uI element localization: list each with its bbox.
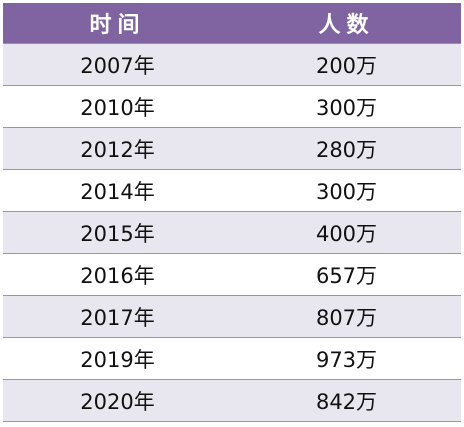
count-cell: 973万	[315, 347, 378, 372]
count-cell: 842万	[315, 389, 378, 414]
table-row: 2017年 807万	[3, 295, 461, 337]
year-cell: 2010年	[80, 95, 155, 120]
table-row: 2019年 973万	[3, 337, 461, 379]
year-cell: 2014年	[80, 179, 155, 204]
count-cell: 200万	[315, 53, 378, 78]
year-cell: 2020年	[80, 389, 155, 414]
year-cell: 2016年	[80, 263, 155, 288]
header-time: 时间	[89, 13, 146, 38]
year-cell: 2019年	[80, 347, 155, 372]
table-row: 2016年 657万	[3, 253, 461, 295]
year-cell: 2017年	[80, 305, 155, 330]
count-cell: 280万	[315, 137, 378, 162]
year-cell: 2012年	[80, 137, 155, 162]
table-row: 2015年 400万	[3, 211, 461, 253]
year-cell: 2015年	[80, 221, 155, 246]
count-cell: 400万	[315, 221, 378, 246]
header-count: 人数	[318, 13, 375, 38]
table-header-row: 时间 人数	[3, 3, 461, 43]
year-cell: 2007年	[80, 53, 155, 78]
count-cell: 657万	[315, 263, 378, 288]
data-table: 时间 人数 2007年 200万 2010年 300万 2012年 280万 2…	[3, 3, 461, 422]
table-row: 2012年 280万	[3, 127, 461, 169]
table-row: 2007年 200万	[3, 43, 461, 85]
table-row: 2010年 300万	[3, 85, 461, 127]
count-cell: 807万	[315, 305, 378, 330]
count-cell: 300万	[315, 95, 378, 120]
table-row: 2020年 842万	[3, 379, 461, 422]
table-row: 2014年 300万	[3, 169, 461, 211]
count-cell: 300万	[315, 179, 378, 204]
